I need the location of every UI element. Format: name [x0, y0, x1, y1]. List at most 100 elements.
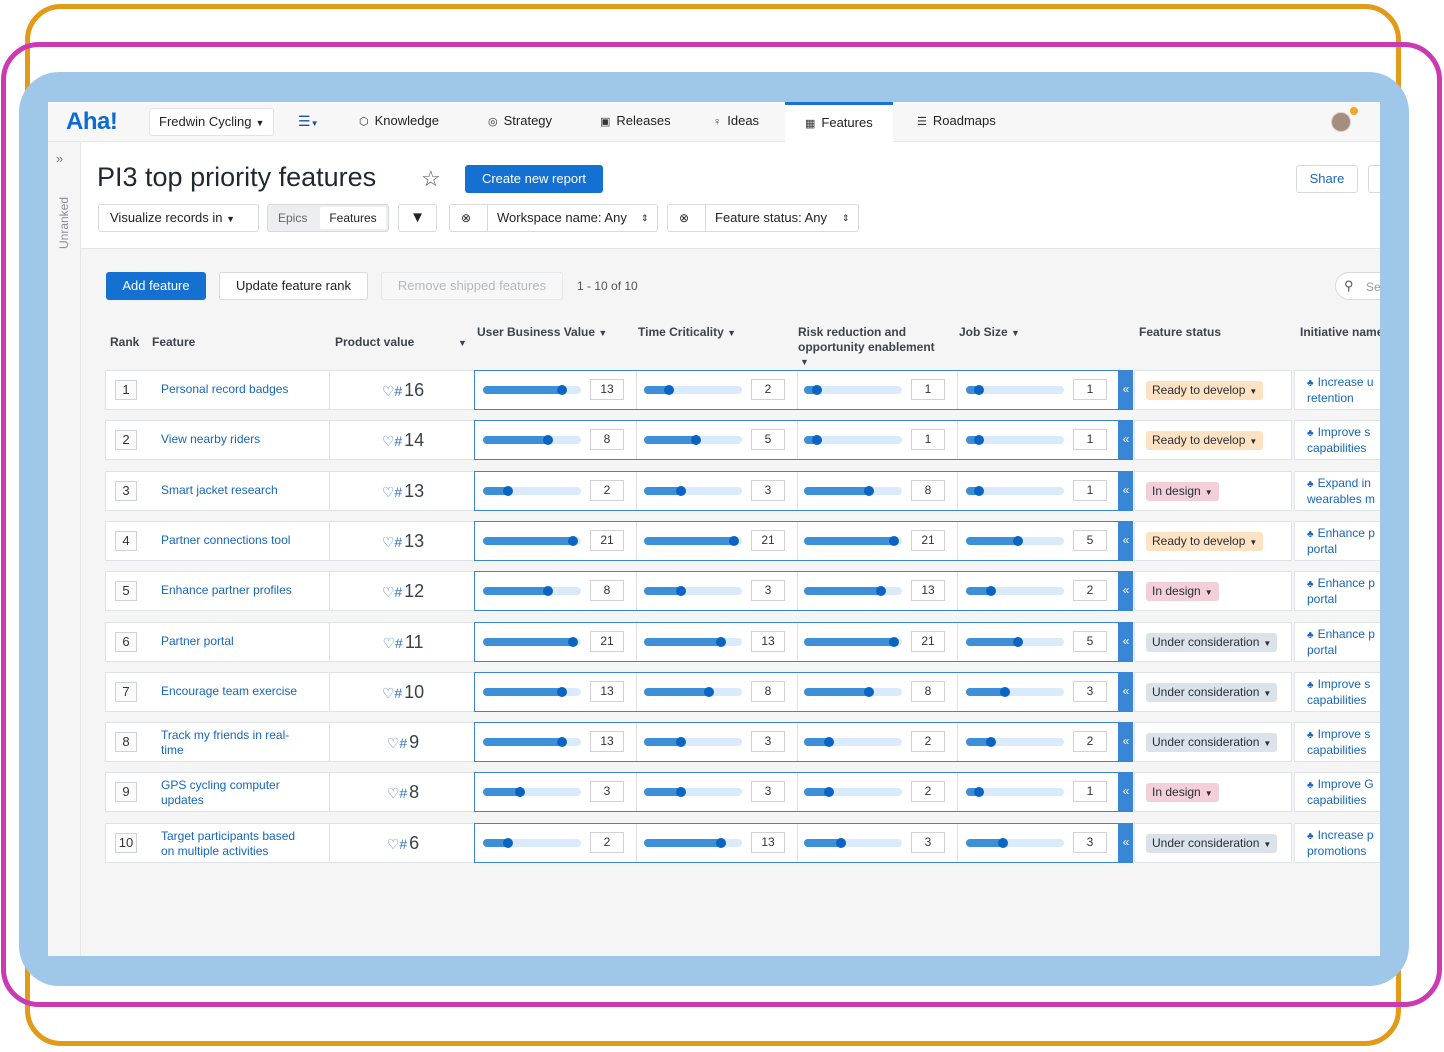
feature-link[interactable]: Partner portal — [161, 634, 311, 649]
slider-knob[interactable] — [824, 787, 834, 798]
double-chevron-left-icon[interactable]: « — [1119, 822, 1133, 863]
score-value[interactable]: 8 — [751, 680, 785, 702]
slider-knob[interactable] — [503, 485, 513, 496]
score-slider[interactable] — [804, 686, 902, 697]
score-slider[interactable] — [483, 586, 581, 597]
score-slider[interactable] — [804, 636, 902, 647]
score-value[interactable]: 21 — [911, 529, 945, 551]
rank-number[interactable]: 9 — [115, 782, 137, 803]
slider-knob[interactable] — [876, 586, 886, 597]
double-chevron-left-icon[interactable]: « — [1119, 671, 1133, 712]
add-feature-button[interactable]: Add feature — [106, 272, 206, 300]
score-value[interactable]: 1 — [911, 379, 945, 400]
score-value[interactable]: 2 — [911, 731, 945, 753]
feature-link[interactable]: Target participants based on multiple act… — [161, 829, 311, 859]
col-feature[interactable]: Feature — [152, 335, 196, 349]
score-value[interactable]: 8 — [590, 580, 624, 602]
score-slider[interactable] — [644, 485, 742, 496]
score-value[interactable]: 5 — [1073, 529, 1107, 551]
slider-knob[interactable] — [716, 636, 726, 647]
score-slider[interactable] — [804, 586, 902, 597]
score-value[interactable]: 3 — [751, 479, 785, 501]
col-time-criticality[interactable]: Time Criticality ▼ — [638, 325, 736, 341]
double-chevron-left-icon[interactable]: « — [1119, 772, 1133, 813]
clear-icon[interactable]: ⊗ — [679, 211, 690, 225]
user-avatar[interactable] — [1331, 112, 1351, 132]
slider-knob[interactable] — [543, 435, 553, 446]
status-badge[interactable]: Ready to develop ▼ — [1146, 431, 1264, 451]
slider-knob[interactable] — [986, 737, 996, 748]
score-value[interactable]: 3 — [751, 580, 785, 602]
slider-knob[interactable] — [889, 636, 899, 647]
slider-knob[interactable] — [824, 737, 834, 748]
score-value[interactable]: 21 — [751, 529, 785, 551]
slider-knob[interactable] — [676, 787, 686, 798]
nav-features[interactable]: ▦ Features — [785, 102, 893, 143]
table-row[interactable]: 4 Partner connections tool ♡# 13 21 21 21 5 « Rea… — [105, 520, 1380, 561]
status-filter[interactable]: ⊗ Feature status: Any ⇕ — [667, 204, 859, 232]
slider-knob[interactable] — [557, 385, 567, 395]
col-job-size[interactable]: Job Size ▼ — [959, 325, 1020, 341]
initiative-link[interactable]: ♣ Enhance p portal — [1307, 627, 1375, 658]
slider-knob[interactable] — [729, 535, 739, 546]
score-value[interactable]: 2 — [1073, 731, 1107, 753]
score-value[interactable]: 3 — [1073, 680, 1107, 702]
score-value[interactable]: 8 — [590, 429, 624, 451]
slider-knob[interactable] — [543, 586, 553, 597]
rank-number[interactable]: 6 — [115, 631, 137, 652]
score-value[interactable]: 5 — [751, 429, 785, 451]
initiative-link[interactable]: ♣ Improve s capabilities — [1307, 727, 1370, 758]
status-badge[interactable]: Under consideration ▼ — [1146, 682, 1278, 702]
col-product-value[interactable]: Product value — [335, 335, 415, 349]
score-value[interactable]: 13 — [751, 831, 785, 853]
score-value[interactable]: 2 — [590, 831, 624, 853]
status-badge[interactable]: In design ▼ — [1146, 481, 1219, 501]
slider-knob[interactable] — [557, 737, 567, 748]
score-value[interactable]: 2 — [751, 379, 785, 400]
score-value[interactable]: 13 — [590, 731, 624, 753]
score-slider[interactable] — [966, 837, 1064, 848]
feature-link[interactable]: Personal record badges — [161, 382, 311, 397]
score-slider[interactable] — [483, 485, 581, 496]
score-slider[interactable] — [804, 787, 902, 798]
rank-number[interactable]: 2 — [115, 430, 137, 451]
search-box[interactable]: ⚲ Se — [1335, 272, 1380, 300]
double-chevron-left-icon[interactable]: « — [1119, 420, 1133, 461]
feature-link[interactable]: Partner connections tool — [161, 533, 311, 548]
score-value[interactable]: 3 — [751, 731, 785, 753]
score-value[interactable]: 13 — [911, 580, 945, 602]
caret-down-icon[interactable]: ▼ — [458, 338, 467, 348]
table-row[interactable]: 7 Encourage team exercise ♡# 10 13 8 8 3 « Under … — [105, 671, 1380, 712]
slider-knob[interactable] — [691, 435, 701, 446]
score-slider[interactable] — [966, 435, 1064, 446]
score-value[interactable]: 1 — [1073, 429, 1107, 451]
table-row[interactable]: 2 View nearby riders ♡# 14 8 5 1 1 « Ready to dev… — [105, 420, 1380, 461]
table-row[interactable]: 8 Track my friends in real-time ♡# 9 13 3 2 2 « U… — [105, 722, 1380, 763]
slider-knob[interactable] — [568, 636, 578, 647]
epics-features-toggle[interactable]: Epics Features — [267, 204, 389, 232]
table-row[interactable]: 1 Personal record badges ♡# 16 13 2 1 1 « Ready t… — [105, 370, 1380, 410]
feature-link[interactable]: Track my friends in real-time — [161, 728, 311, 758]
slider-knob[interactable] — [974, 485, 984, 496]
score-slider[interactable] — [966, 535, 1064, 546]
score-value[interactable]: 3 — [590, 781, 624, 803]
score-slider[interactable] — [804, 485, 902, 496]
slider-knob[interactable] — [568, 535, 578, 546]
feature-link[interactable]: GPS cycling computer updates — [161, 778, 311, 808]
score-slider[interactable] — [483, 535, 581, 546]
table-row[interactable]: 5 Enhance partner profiles ♡# 12 8 3 13 2 « In de… — [105, 571, 1380, 612]
rank-number[interactable]: 3 — [115, 480, 137, 501]
score-slider[interactable] — [644, 787, 742, 798]
score-slider[interactable] — [483, 636, 581, 647]
score-value[interactable]: 21 — [911, 630, 945, 652]
score-slider[interactable] — [966, 737, 1064, 748]
nav-knowledge[interactable]: ⬡ Knowledge — [359, 102, 439, 140]
status-badge[interactable]: In design ▼ — [1146, 783, 1219, 803]
score-value[interactable]: 13 — [751, 630, 785, 652]
unranked-rail[interactable]: » Unranked — [48, 142, 81, 956]
clear-icon[interactable]: ⊗ — [461, 211, 472, 225]
status-badge[interactable]: Ready to develop ▼ — [1146, 531, 1264, 551]
table-row[interactable]: 3 Smart jacket research ♡# 13 2 3 8 1 « In design… — [105, 470, 1380, 511]
col-risk-reduction[interactable]: Risk reduction and opportunity enablemen… — [798, 325, 935, 370]
slider-knob[interactable] — [986, 586, 996, 597]
